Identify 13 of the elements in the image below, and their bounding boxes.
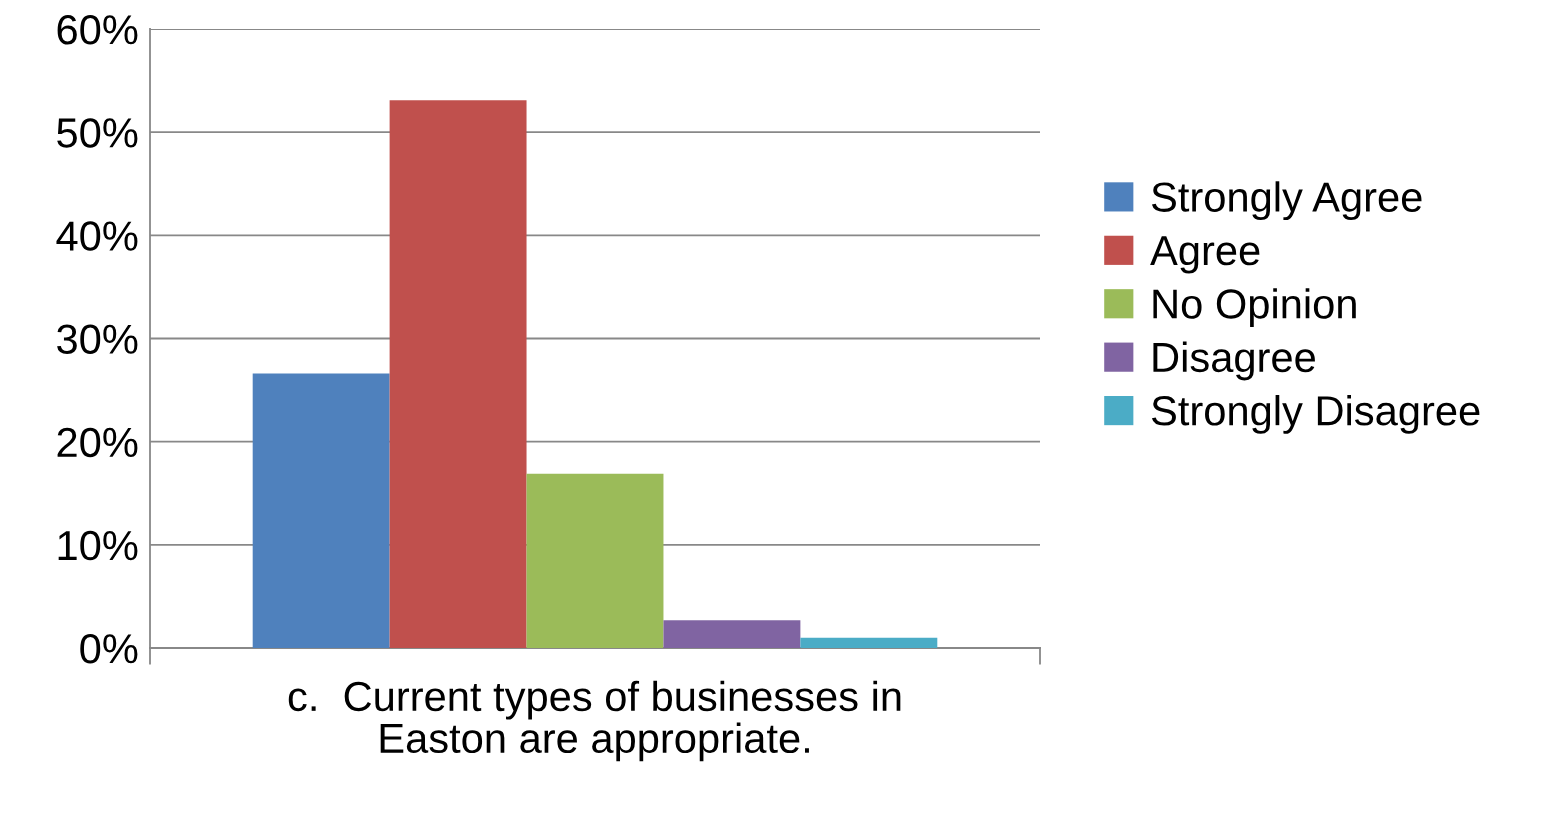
legend-label: Strongly Agree — [1151, 181, 1422, 221]
legend-label: Strongly Disagree — [1151, 394, 1480, 434]
y-tick-label: 30% — [57, 324, 138, 355]
y-tick-label: 20% — [57, 427, 138, 458]
x-axis-title: c. Current types of businesses in Easton are appropriate. — [288, 680, 901, 762]
y-tick-label: 0% — [80, 634, 138, 664]
y-tick-label: 40% — [56, 221, 138, 251]
y-tick-label: 60% — [57, 15, 138, 45]
y-tick-label: 10% — [58, 530, 138, 561]
legend-label: Disagree — [1153, 341, 1315, 381]
legend-label: No Opinion — [1153, 288, 1356, 327]
y-tick-label: 50% — [57, 118, 138, 148]
legend-label: Agree — [1150, 236, 1260, 274]
